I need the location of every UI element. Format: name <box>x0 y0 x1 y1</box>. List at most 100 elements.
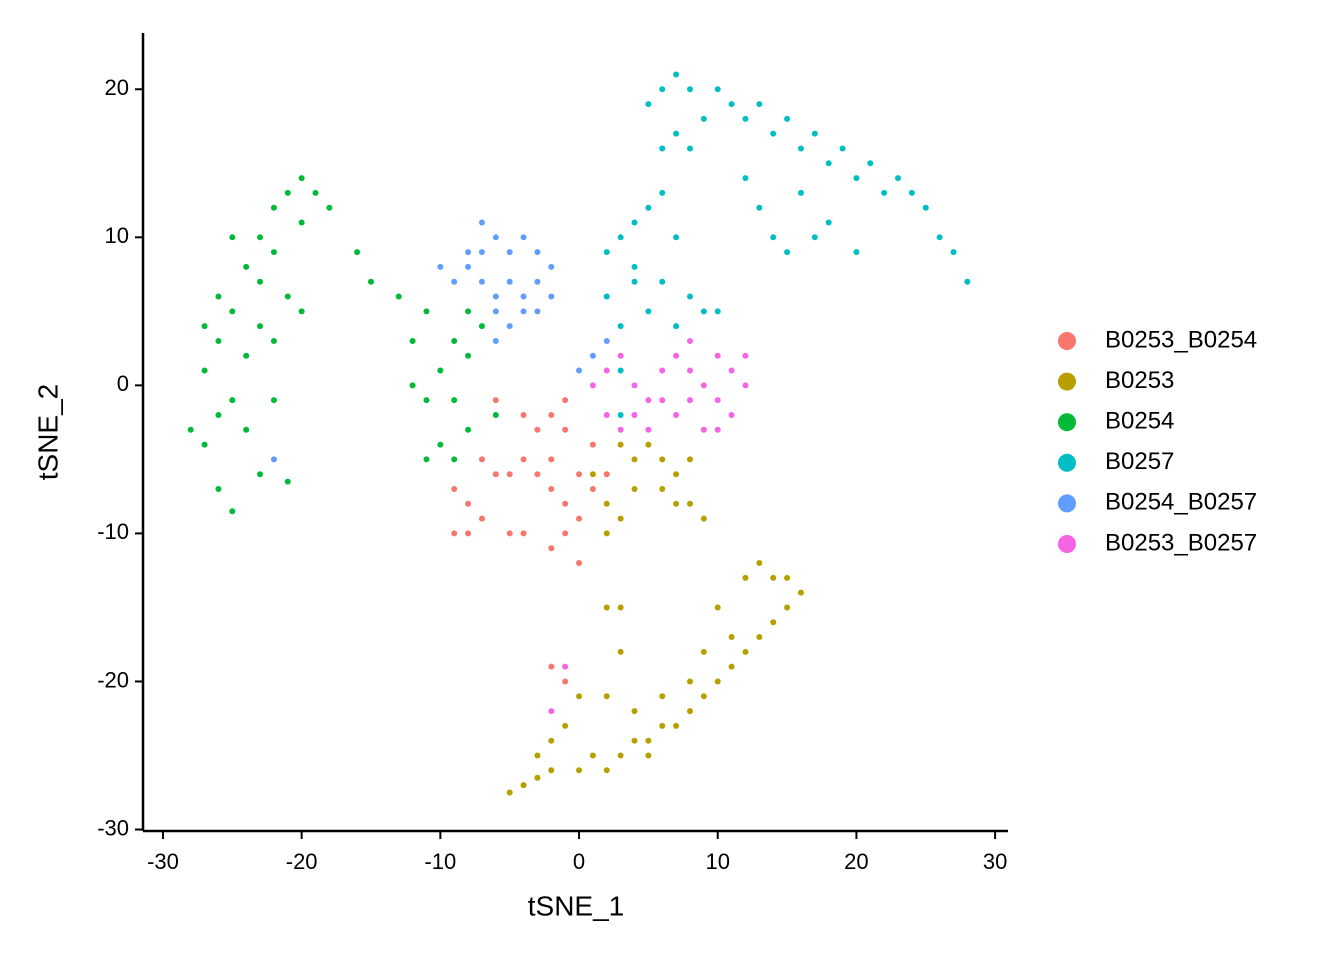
point <box>631 708 638 715</box>
point <box>534 278 541 285</box>
point <box>756 560 763 567</box>
point <box>742 115 749 122</box>
point <box>215 411 222 418</box>
x-axis-title: tSNE_1 <box>528 890 625 921</box>
point <box>617 234 624 241</box>
point <box>686 678 693 685</box>
y-tick-label: 0 <box>117 371 129 396</box>
point <box>603 249 610 256</box>
point <box>492 471 499 478</box>
point <box>797 145 804 152</box>
y-tick-label: -20 <box>97 667 129 692</box>
point <box>423 397 430 404</box>
point <box>298 219 305 226</box>
point <box>936 234 943 241</box>
point <box>659 367 666 374</box>
point <box>770 619 777 626</box>
point <box>201 441 208 448</box>
point <box>686 293 693 300</box>
point <box>673 71 680 78</box>
point <box>603 767 610 774</box>
x-tick-label: 0 <box>573 849 585 874</box>
point <box>465 308 472 315</box>
point <box>811 130 818 137</box>
point <box>603 293 610 300</box>
point <box>686 337 693 344</box>
point <box>603 530 610 537</box>
point <box>534 426 541 433</box>
point <box>576 515 583 522</box>
point <box>589 752 596 759</box>
point <box>603 693 610 700</box>
point <box>270 204 277 211</box>
point <box>673 722 680 729</box>
point <box>631 263 638 270</box>
point <box>478 456 485 463</box>
point <box>631 456 638 463</box>
point <box>742 352 749 359</box>
point <box>257 278 264 285</box>
point <box>548 263 555 270</box>
point <box>437 263 444 270</box>
point <box>492 234 499 241</box>
point <box>631 278 638 285</box>
legend-marker <box>1058 494 1076 513</box>
point <box>811 234 818 241</box>
point <box>631 411 638 418</box>
point <box>201 323 208 330</box>
point <box>548 737 555 744</box>
point <box>492 293 499 300</box>
point <box>659 486 666 492</box>
point <box>603 337 610 344</box>
point <box>562 678 569 685</box>
point <box>437 441 444 448</box>
point <box>520 530 527 537</box>
point <box>728 663 735 670</box>
point <box>409 382 416 389</box>
point <box>714 426 721 433</box>
point <box>589 441 596 448</box>
legend-label: B0254 <box>1105 408 1174 435</box>
point <box>478 278 485 285</box>
point <box>478 515 485 522</box>
point <box>215 293 222 300</box>
point <box>742 574 749 581</box>
point <box>617 604 624 611</box>
point <box>645 441 652 448</box>
point <box>686 456 693 463</box>
point <box>700 426 707 433</box>
point <box>312 189 319 196</box>
point <box>465 530 472 537</box>
y-tick-label: 10 <box>105 223 129 248</box>
point <box>478 249 485 256</box>
point <box>229 508 236 515</box>
point <box>548 456 555 463</box>
point <box>576 471 583 478</box>
point <box>700 382 707 389</box>
point <box>867 160 874 167</box>
x-tick-label: -10 <box>424 849 456 874</box>
point <box>659 145 666 152</box>
point <box>770 130 777 137</box>
point <box>700 648 707 655</box>
point <box>548 663 555 670</box>
point <box>908 189 915 196</box>
point <box>243 263 250 270</box>
legend-label: B0254_B0257 <box>1105 489 1257 516</box>
point <box>187 426 194 433</box>
point <box>700 308 707 315</box>
point <box>257 323 264 330</box>
point <box>603 604 610 611</box>
point <box>631 737 638 744</box>
point <box>645 308 652 315</box>
point <box>423 308 430 315</box>
y-axis-title: tSNE_2 <box>32 384 63 481</box>
y-tick-label: 20 <box>105 75 129 100</box>
point <box>506 471 513 478</box>
legend-marker <box>1058 453 1076 472</box>
point <box>451 486 458 492</box>
x-tick-label: 30 <box>983 849 1007 874</box>
point <box>714 397 721 404</box>
point <box>645 397 652 404</box>
point <box>673 500 680 507</box>
